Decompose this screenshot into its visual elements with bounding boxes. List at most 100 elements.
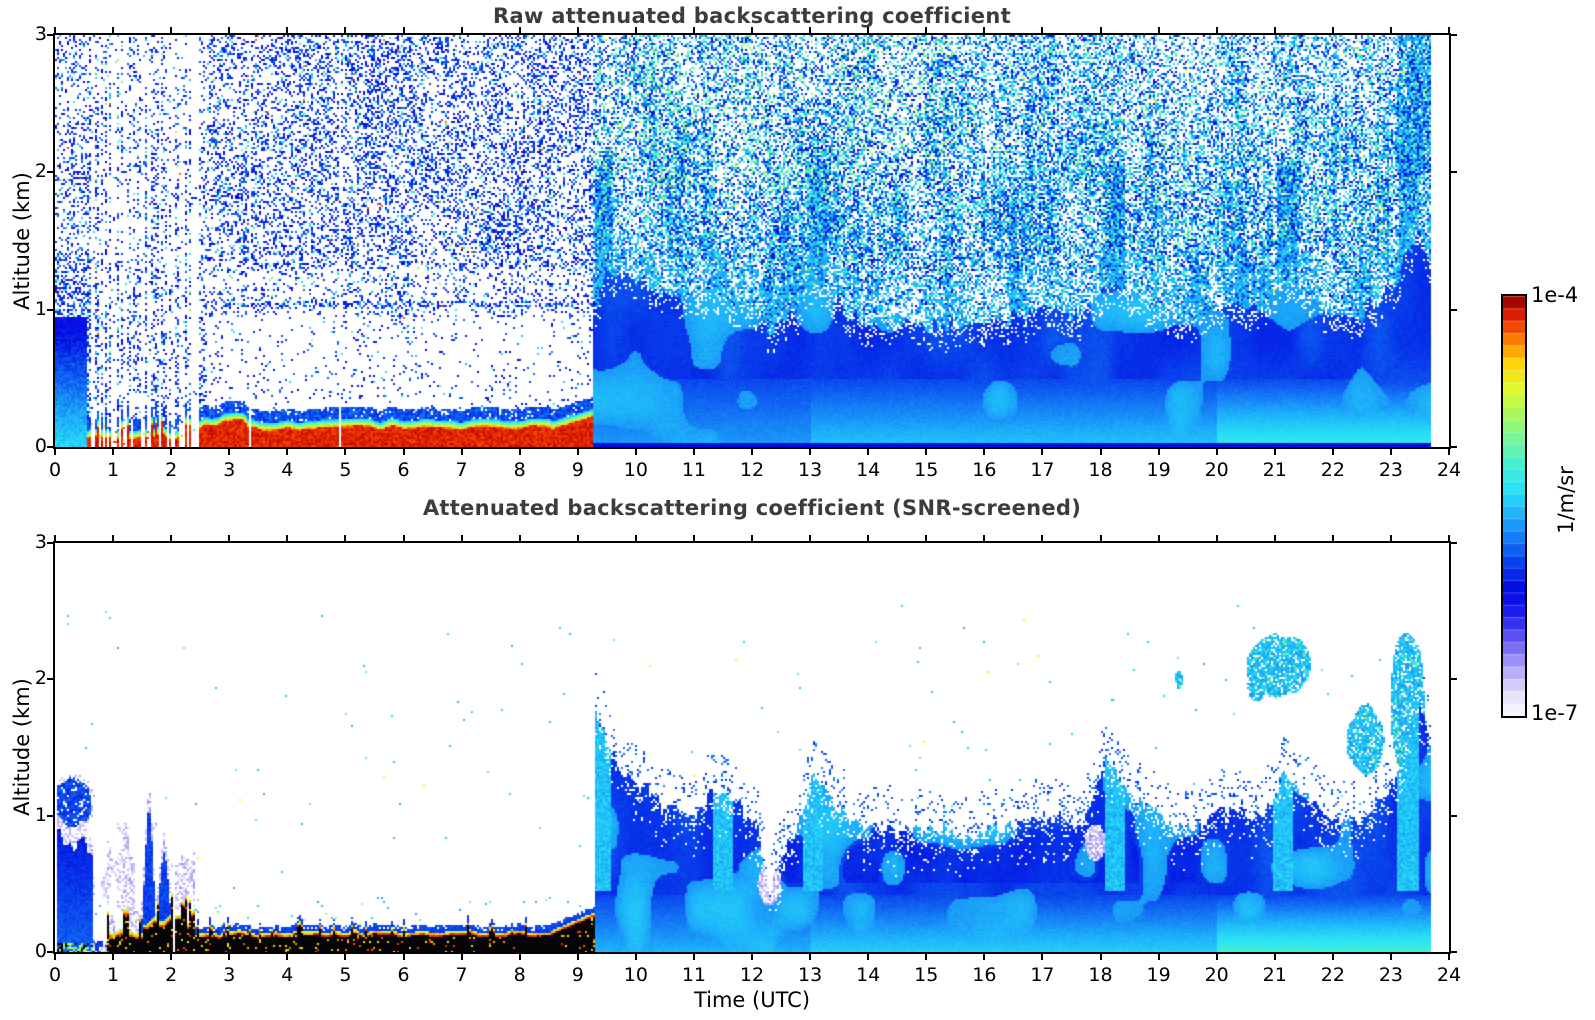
x-tick bbox=[1041, 535, 1044, 541]
x-tick bbox=[518, 535, 521, 541]
colorbar bbox=[1501, 294, 1527, 718]
colorbar-canvas bbox=[1503, 296, 1525, 716]
x-tick bbox=[867, 27, 870, 33]
x-tick bbox=[1215, 27, 1218, 33]
x-tick-label: 8 bbox=[513, 964, 526, 986]
x-tick bbox=[1157, 27, 1160, 33]
y-tick bbox=[47, 446, 53, 448]
x-tick bbox=[112, 954, 115, 960]
y-tick-label: 1 bbox=[34, 297, 47, 320]
x-tick-label: 5 bbox=[339, 459, 352, 481]
x-tick bbox=[867, 535, 870, 541]
x-tick-label: 21 bbox=[1262, 459, 1287, 481]
colorbar-max-label: 1e-4 bbox=[1531, 283, 1579, 307]
x-tick bbox=[1215, 954, 1218, 960]
y-tick-label: 0 bbox=[34, 435, 47, 457]
colorbar-units-label: 1/m/sr bbox=[1554, 466, 1579, 534]
x-tick-label: 13 bbox=[797, 964, 823, 986]
x-tick bbox=[692, 449, 695, 455]
x-tick-label: 7 bbox=[455, 459, 468, 481]
x-tick bbox=[54, 27, 56, 33]
x-tick bbox=[54, 954, 56, 960]
x-tick-label: 2 bbox=[165, 459, 178, 481]
y-tick-label: 2 bbox=[34, 160, 47, 183]
x-tick-label: 17 bbox=[1030, 964, 1055, 986]
x-tick bbox=[460, 27, 463, 33]
x-tick bbox=[170, 449, 173, 455]
x-tick-label: 9 bbox=[571, 964, 584, 986]
x-tick bbox=[170, 27, 173, 33]
x-tick-label: 15 bbox=[914, 459, 939, 481]
x-tick bbox=[809, 954, 812, 960]
y-tick bbox=[1451, 678, 1457, 681]
x-tick-label: 20 bbox=[1204, 964, 1229, 986]
x-tick-label: 19 bbox=[1146, 964, 1171, 986]
x-tick-label: 2 bbox=[165, 964, 178, 986]
x-tick bbox=[634, 449, 637, 455]
x-tick-label: 5 bbox=[339, 964, 352, 986]
x-tick bbox=[228, 449, 231, 455]
x-tick-label: 9 bbox=[571, 459, 584, 481]
x-tick bbox=[867, 449, 870, 455]
y-tick-label: 0 bbox=[34, 940, 47, 962]
y-tick bbox=[47, 678, 53, 681]
x-tick bbox=[1099, 449, 1102, 455]
x-tick bbox=[1157, 954, 1160, 960]
x-tick bbox=[344, 954, 347, 960]
heatmap-canvas-raw bbox=[55, 35, 1449, 447]
x-tick-label: 0 bbox=[48, 459, 62, 481]
x-tick bbox=[54, 535, 56, 541]
y-tick bbox=[47, 171, 53, 174]
x-tick bbox=[1215, 535, 1218, 541]
y-tick bbox=[47, 814, 53, 817]
x-tick-label: 10 bbox=[623, 964, 648, 986]
x-tick-label: 6 bbox=[397, 964, 410, 986]
y-tick bbox=[1451, 814, 1457, 817]
x-tick-label: 16 bbox=[972, 964, 997, 986]
x-tick bbox=[1448, 27, 1450, 33]
x-tick-label: 3 bbox=[223, 964, 236, 986]
x-tick-label: 16 bbox=[972, 459, 997, 481]
x-tick bbox=[634, 954, 637, 960]
x-tick-label: 1 bbox=[107, 964, 120, 986]
x-tick bbox=[460, 449, 463, 455]
x-tick bbox=[1448, 449, 1450, 455]
x-tick bbox=[751, 27, 753, 33]
x-tick bbox=[228, 535, 231, 541]
x-tick-label: 14 bbox=[856, 459, 881, 481]
x-tick-label: 13 bbox=[797, 459, 823, 481]
x-tick bbox=[112, 449, 115, 455]
x-tick bbox=[576, 954, 579, 960]
x-tick bbox=[286, 449, 289, 455]
x-tick-label: 12 bbox=[739, 964, 765, 986]
x-tick-label: 4 bbox=[281, 964, 294, 986]
heatmap-panel-raw bbox=[53, 33, 1451, 449]
x-tick bbox=[1273, 449, 1276, 455]
x-tick bbox=[518, 954, 521, 960]
y-tick bbox=[47, 34, 53, 36]
x-tick bbox=[867, 954, 870, 960]
x-tick bbox=[809, 27, 812, 33]
x-tick bbox=[925, 535, 928, 541]
x-tick-label: 1 bbox=[107, 459, 120, 481]
x-tick-label: 24 bbox=[1436, 459, 1462, 481]
x-tick-label: 22 bbox=[1320, 964, 1345, 986]
y-tick bbox=[47, 542, 53, 544]
y-tick-label: 2 bbox=[34, 667, 47, 690]
x-tick bbox=[751, 449, 753, 455]
x-tick-label: 17 bbox=[1030, 459, 1055, 481]
x-tick bbox=[1448, 535, 1450, 541]
x-tick bbox=[286, 27, 289, 33]
x-tick-label: 14 bbox=[856, 964, 881, 986]
x-tick bbox=[1099, 27, 1102, 33]
x-tick bbox=[228, 954, 231, 960]
x-tick-label: 6 bbox=[397, 459, 410, 481]
x-tick bbox=[170, 535, 173, 541]
x-tick bbox=[460, 535, 463, 541]
x-tick bbox=[809, 535, 812, 541]
x-tick-label: 21 bbox=[1262, 964, 1287, 986]
y-tick bbox=[1451, 951, 1457, 953]
x-tick-label: 3 bbox=[223, 459, 236, 481]
x-tick-label: 18 bbox=[1088, 459, 1113, 481]
